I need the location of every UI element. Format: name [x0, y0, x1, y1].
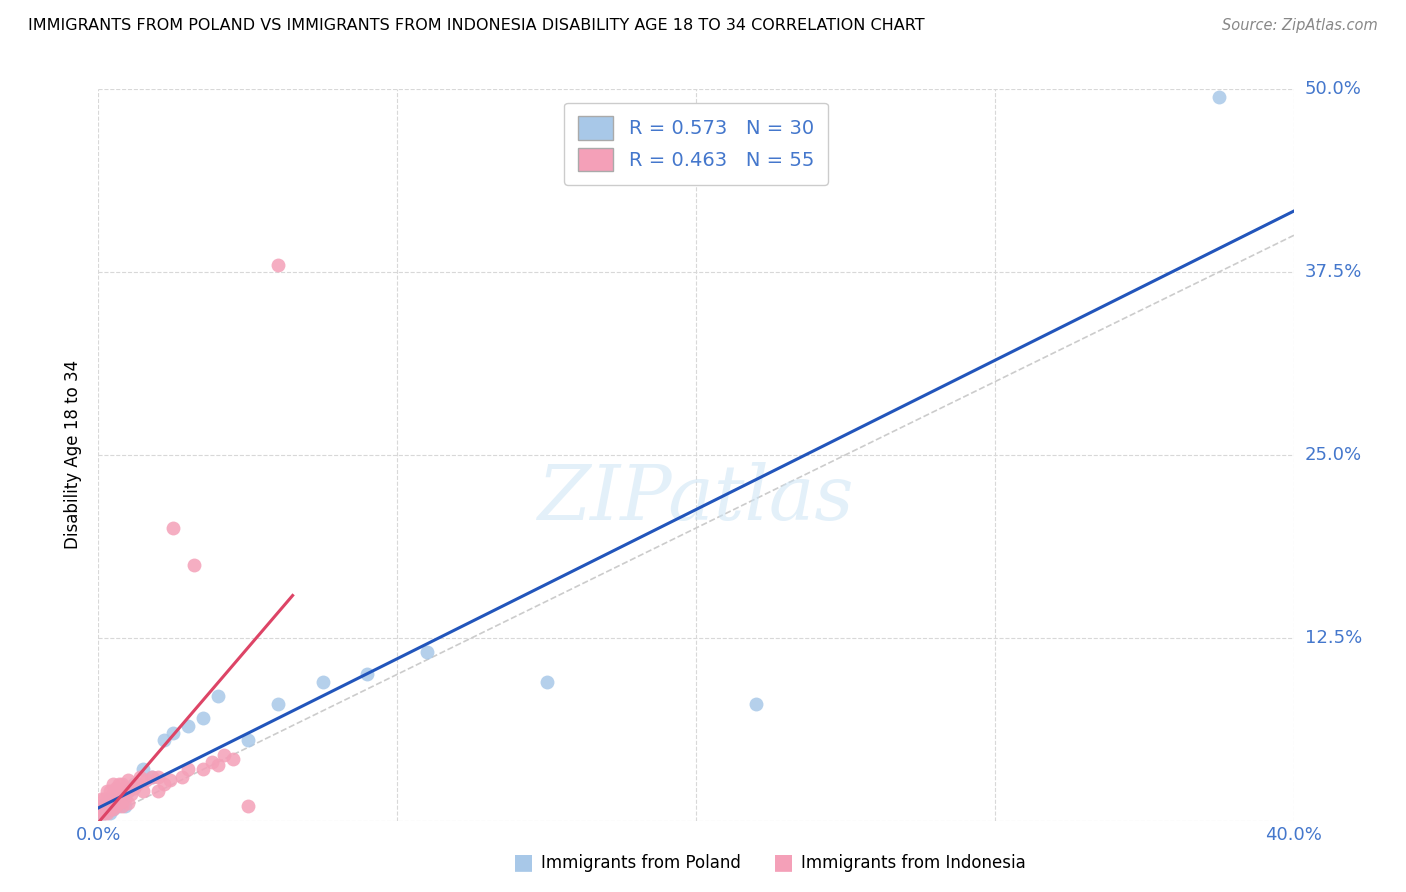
Point: [96, 796, 118, 810]
Point: [103, 787, 125, 801]
Point: [103, 796, 125, 810]
Point: [207, 690, 229, 704]
Point: [114, 781, 136, 796]
Text: IMMIGRANTS FROM POLAND VS IMMIGRANTS FROM INDONESIA DISABILITY AGE 18 TO 34 CORR: IMMIGRANTS FROM POLAND VS IMMIGRANTS FRO…: [28, 18, 925, 33]
Text: ZIPatlas: ZIPatlas: [537, 462, 855, 536]
Point: [111, 791, 134, 805]
Point: [90, 806, 112, 821]
Point: [172, 770, 194, 784]
Point: [117, 772, 139, 787]
Point: [105, 791, 128, 805]
Point: [117, 784, 139, 798]
Point: [129, 770, 152, 784]
Point: [105, 799, 128, 814]
Point: [201, 755, 224, 769]
Point: [267, 258, 290, 272]
Point: [96, 802, 118, 816]
Point: [108, 787, 131, 801]
Legend: R = 0.573   N = 30, R = 0.463   N = 55: R = 0.573 N = 30, R = 0.463 N = 55: [564, 103, 828, 185]
Point: [236, 799, 259, 814]
Point: [117, 784, 139, 798]
Point: [98, 802, 122, 816]
Text: 37.5%: 37.5%: [1305, 263, 1362, 281]
Point: [124, 781, 146, 796]
Text: Source: ZipAtlas.com: Source: ZipAtlas.com: [1222, 18, 1378, 33]
Point: [108, 777, 131, 791]
Text: Immigrants from Poland: Immigrants from Poland: [541, 855, 741, 872]
Point: [93, 791, 115, 805]
Point: [111, 777, 134, 791]
Point: [93, 802, 115, 816]
Point: [111, 799, 134, 814]
Point: [148, 770, 170, 784]
Point: [103, 799, 125, 814]
Point: [105, 781, 128, 796]
Point: [90, 799, 112, 814]
Point: [90, 806, 112, 821]
Text: ■: ■: [513, 853, 534, 872]
Text: 12.5%: 12.5%: [1305, 629, 1362, 647]
Point: [183, 558, 205, 572]
Point: [191, 711, 214, 725]
Point: [1208, 89, 1230, 103]
Point: [212, 747, 235, 762]
Point: [96, 806, 118, 821]
Text: 50.0%: 50.0%: [1305, 80, 1361, 98]
Y-axis label: Disability Age 18 to 34: Disability Age 18 to 34: [65, 360, 83, 549]
Point: [153, 733, 176, 747]
Point: [148, 784, 170, 798]
Point: [108, 799, 131, 814]
Point: [153, 777, 176, 791]
Point: [236, 733, 259, 747]
Point: [90, 802, 112, 816]
Point: [98, 784, 122, 798]
Point: [159, 772, 181, 787]
Point: [141, 770, 163, 784]
Point: [141, 770, 163, 784]
Point: [356, 667, 378, 681]
Point: [132, 784, 155, 798]
Point: [207, 758, 229, 772]
Point: [98, 796, 122, 810]
Point: [191, 763, 214, 777]
Point: [132, 763, 155, 777]
Point: [745, 697, 768, 711]
Point: [93, 799, 115, 814]
Point: [103, 777, 125, 791]
Point: [98, 791, 122, 805]
Point: [120, 787, 142, 801]
Point: [162, 726, 184, 740]
Point: [124, 777, 146, 791]
Point: [267, 697, 290, 711]
Point: [127, 777, 149, 791]
Text: 25.0%: 25.0%: [1305, 446, 1362, 464]
Point: [416, 645, 439, 659]
Point: [96, 799, 118, 814]
Point: [103, 802, 125, 816]
Point: [177, 763, 200, 777]
Point: [177, 718, 200, 732]
Point: [114, 791, 136, 805]
Point: [222, 752, 245, 766]
Text: Immigrants from Indonesia: Immigrants from Indonesia: [801, 855, 1026, 872]
Point: [162, 521, 184, 535]
Point: [114, 799, 136, 814]
Point: [90, 791, 112, 805]
Point: [311, 674, 333, 689]
Point: [105, 796, 128, 810]
Point: [103, 802, 125, 816]
Text: ■: ■: [773, 853, 794, 872]
Point: [536, 674, 558, 689]
Point: [96, 791, 118, 805]
Point: [117, 796, 139, 810]
Point: [111, 787, 134, 801]
Point: [96, 784, 118, 798]
Point: [108, 796, 131, 810]
Point: [135, 772, 157, 787]
Point: [93, 799, 115, 814]
Point: [98, 806, 122, 821]
Point: [93, 806, 115, 821]
Point: [93, 806, 115, 821]
